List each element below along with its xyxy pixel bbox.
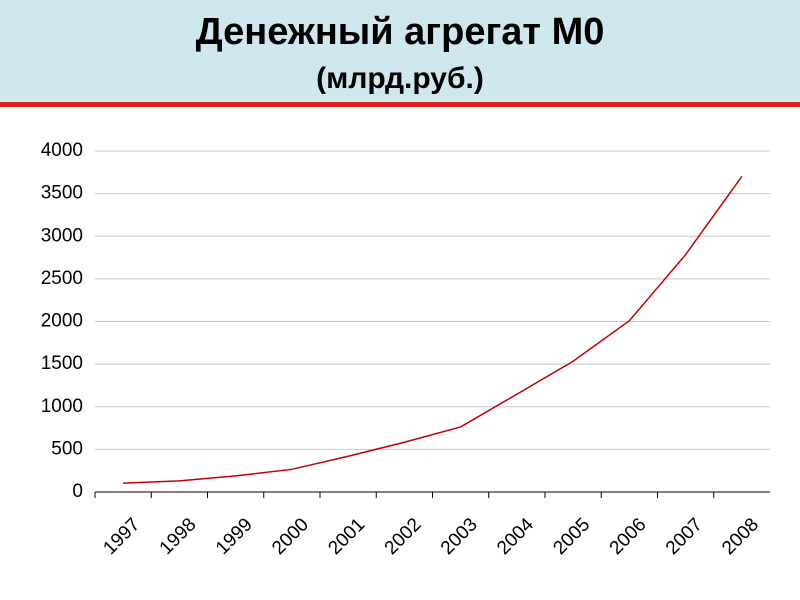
data-line xyxy=(123,175,743,484)
y-tick-label: 0 xyxy=(72,481,83,502)
y-tick-label: 3500 xyxy=(41,183,83,204)
x-tick-label: 2007 xyxy=(662,514,707,559)
y-tick-label: 2500 xyxy=(41,268,83,289)
x-tick-label: 2002 xyxy=(381,514,426,559)
x-tick-label: 2006 xyxy=(606,514,651,559)
x-tick-label: 2008 xyxy=(718,514,763,559)
x-tick-label: 2004 xyxy=(493,514,538,559)
chart-title: Денежный агрегат М0 xyxy=(196,11,605,53)
y-tick-label: 500 xyxy=(51,438,83,459)
y-tick-label: 2000 xyxy=(41,311,83,332)
header-band xyxy=(0,0,800,102)
x-tick-label: 2003 xyxy=(437,514,482,559)
header-rule xyxy=(0,102,800,107)
y-tick-label: 1500 xyxy=(41,353,83,374)
chart-subtitle: (млрд.руб.) xyxy=(316,62,484,95)
x-tick-label: 1997 xyxy=(99,514,144,559)
x-tick-label: 2005 xyxy=(549,514,594,559)
y-tick-label: 3000 xyxy=(41,225,83,246)
x-tick-label: 1998 xyxy=(156,514,201,559)
y-tick-label: 1000 xyxy=(41,396,83,417)
x-tick-label: 2000 xyxy=(268,514,313,559)
y-tick-label: 4000 xyxy=(41,140,83,161)
x-tick-label: 2001 xyxy=(324,514,369,559)
x-tick-label: 1999 xyxy=(212,514,257,559)
